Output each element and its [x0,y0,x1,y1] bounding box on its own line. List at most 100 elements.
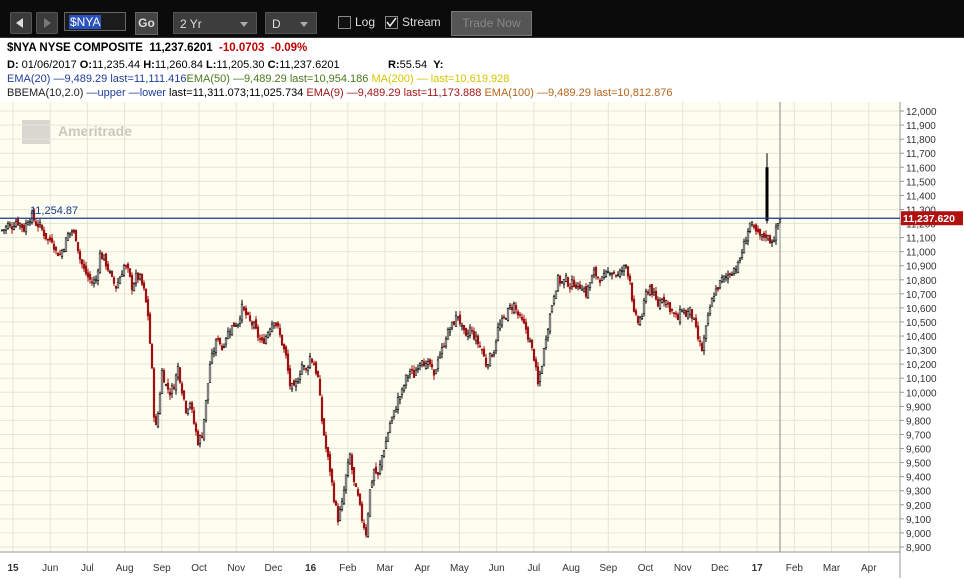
candle [592,269,596,276]
candle [330,468,334,483]
symbol-input[interactable]: $NYA [64,12,126,31]
candle [326,447,330,457]
date-value: 01/06/2017 [21,59,77,71]
candle [388,423,392,433]
x-tick-label: Jul [527,563,540,574]
candle [158,394,162,414]
candle [744,240,748,245]
candle [446,328,450,340]
candle [602,273,606,278]
candle [476,335,480,345]
candle [104,253,108,267]
candle [244,307,248,316]
y-tick-label: 11,300 [906,205,936,216]
candle [58,253,62,256]
y-tick-label: 11,700 [906,149,936,160]
candle [324,435,328,449]
checkmark-icon [386,17,397,28]
candle [734,269,738,272]
candle [332,482,336,503]
candle [578,284,582,290]
candle [310,358,314,363]
candle [654,290,658,300]
candle [580,289,584,291]
candle [54,246,58,251]
y-tick-label: 9,400 [906,473,931,484]
header-name: NYSE COMPOSITE [39,42,143,54]
candle [714,288,718,296]
candle [686,311,690,319]
candle [56,252,60,257]
candle [336,506,340,523]
candle [396,397,400,410]
candle [364,527,368,536]
candle [138,274,142,280]
candle [520,316,524,320]
back-button[interactable] [10,12,32,34]
candle [176,365,180,378]
interval-select[interactable]: D [265,12,317,34]
candle [132,283,136,292]
candle [372,469,376,482]
log-checkbox[interactable] [338,16,351,29]
candle [630,282,634,301]
candle [758,228,762,236]
candle [222,346,226,348]
candle [468,327,472,336]
timeframe-select[interactable]: 2 Yr [173,12,257,34]
candle [208,364,212,383]
candle [688,306,692,315]
price-chart[interactable]: Ameritrade 12,000 11,900 11,800 11,700 11,600… [0,102,964,578]
candle [94,279,98,282]
x-tick-label: Jun [489,563,505,574]
candle [762,232,766,238]
candle [234,325,238,327]
candle [64,237,68,253]
x-tick-label: Mar [823,563,841,574]
low-label: L: [206,59,217,71]
candle [640,315,644,319]
candle [296,381,300,384]
candle [370,481,374,488]
candle [308,356,312,368]
candle [202,418,206,440]
candle [142,282,146,289]
candle [316,371,320,378]
candle [584,286,588,297]
candle [108,271,112,273]
chart-svg[interactable]: Ameritrade 12,000 11,900 11,800 11,700 11,600… [0,102,964,578]
candle [690,309,694,319]
candle [656,298,660,307]
candle [238,318,242,324]
candle [472,330,476,340]
candle [232,322,236,327]
candle [110,270,114,277]
candle [166,382,170,390]
x-tick-label: Jun [42,563,58,574]
candle [514,305,518,310]
ema-line: EMA(20) —9,489.29 last=11,111.416EMA(50)… [7,73,509,85]
candle [256,326,260,338]
candle [404,374,408,386]
candle [490,354,494,358]
candle [100,252,104,260]
go-button[interactable]: Go [135,12,158,35]
trade-now-button[interactable]: Trade Now [451,11,532,36]
candle [764,234,768,238]
candle [182,390,186,400]
candle [708,307,712,314]
y-tick-label: 10,900 [906,262,937,273]
candle [750,222,754,225]
date-label: D: [7,59,19,71]
header-last: 11,237.6201 [149,42,213,54]
candle [154,416,158,426]
forward-button[interactable] [36,12,58,34]
y-tick-label: 11,500 [906,177,936,188]
stream-checkbox[interactable] [385,16,398,29]
candle [752,225,756,228]
ema100-legend: EMA(100) —9,489.29 last=10,812.876 [484,87,673,99]
candle [766,234,770,240]
candle [266,331,270,338]
candle [666,302,670,305]
candle [2,229,6,231]
